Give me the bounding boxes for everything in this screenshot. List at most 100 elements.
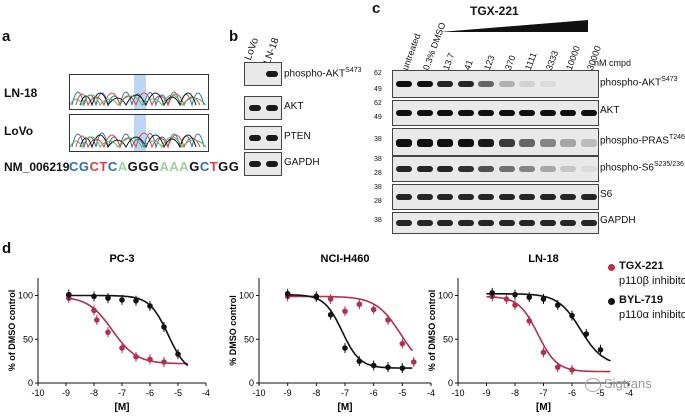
- sequence-base: G: [148, 159, 160, 174]
- sequence-base: A: [179, 159, 190, 174]
- data-point-byl-719: [540, 296, 547, 302]
- data-point-tgx-221: [105, 329, 111, 336]
- sequence-base: T: [209, 159, 219, 174]
- x-axis-label: [M]: [115, 402, 130, 413]
- lane-label-c: 10000: [564, 44, 582, 72]
- y-tick-label: 50: [443, 334, 453, 344]
- data-point-byl-719: [313, 293, 320, 300]
- x-tick-label: -6: [568, 388, 576, 398]
- x-tick-label: -4: [625, 388, 633, 398]
- data-point-byl-719: [569, 312, 575, 319]
- data-point-byl-719: [105, 295, 111, 301]
- data-point-tgx-221: [342, 308, 348, 315]
- blot-band: [478, 194, 494, 200]
- blot-band: [539, 166, 556, 172]
- blot-band: [396, 139, 412, 147]
- sample-label-lovo: LoVo: [4, 124, 34, 138]
- blot-c-label: phospho-S6S235/236: [600, 161, 684, 174]
- blot-c-1: [392, 100, 599, 126]
- data-point-tgx-221: [503, 296, 510, 302]
- blot-band: [498, 194, 515, 200]
- blot-band: [560, 166, 576, 172]
- blot-band: [478, 166, 494, 172]
- legend-desc-byl719: p110α inhibitor: [619, 309, 685, 321]
- blot-band: [519, 220, 535, 226]
- concentration-wedge: [440, 20, 588, 32]
- blot-band: [249, 105, 261, 111]
- y-tick-label: 100: [239, 291, 254, 301]
- y-tick-label: 0: [28, 378, 33, 388]
- data-point-tgx-221: [370, 306, 377, 313]
- lane-label-c: 1111: [523, 51, 539, 72]
- blot-b-label: PTEN: [284, 131, 311, 142]
- blot-b-label: GAPDH: [284, 157, 320, 168]
- blot-band: [539, 110, 556, 116]
- blot-band: [396, 110, 412, 116]
- y-tick-label: 0: [448, 378, 453, 388]
- reference-sequence-id: NM_006219: [4, 160, 70, 174]
- panel-a-letter: a: [2, 28, 11, 45]
- x-tick-label: -6: [370, 388, 378, 398]
- data-point-tgx-221: [540, 349, 547, 356]
- data-point-tgx-221: [147, 356, 153, 363]
- compound-name: TGX-221: [470, 4, 519, 18]
- blot-c-4: [392, 184, 599, 210]
- legend-name-byl719: BYL-719: [619, 294, 664, 306]
- chromatogram-lovo-trace: [69, 115, 207, 151]
- blot-band: [416, 81, 433, 87]
- blot-band: [560, 220, 576, 226]
- data-point-byl-719: [583, 331, 590, 337]
- blot-b-3: [244, 152, 282, 176]
- x-tick-label: -8: [511, 388, 519, 398]
- blot-band: [457, 220, 474, 226]
- fit-curve-byl-719: [66, 294, 189, 367]
- blot-band: [396, 220, 412, 226]
- blot-c-5: [392, 212, 599, 234]
- sample-label-ln18: LN-18: [4, 86, 38, 100]
- mw-marker: 38: [374, 136, 382, 143]
- concentration-unit: nM cmpd: [594, 58, 632, 68]
- blot-c-label-sup: T246: [668, 134, 685, 141]
- blot-b-label: AKT: [284, 101, 304, 112]
- data-point-tgx-221: [133, 353, 139, 360]
- blot-band: [539, 220, 556, 226]
- sequence-base: G: [78, 159, 90, 174]
- blot-band: [519, 110, 535, 116]
- legend-item-tgx221: TGX-221 p110β inhibitor: [608, 260, 685, 294]
- lane-label-c: 370: [502, 53, 518, 72]
- blot-band: [539, 81, 556, 87]
- data-point-tgx-221: [356, 301, 363, 308]
- sequence-base: A: [117, 159, 128, 174]
- blot-band: [580, 220, 597, 226]
- y-tick-label: 0: [249, 378, 254, 388]
- sequence-base: G: [218, 159, 229, 174]
- lane-label-c: 3333: [543, 49, 560, 72]
- blot-c-label-sup: S473: [661, 76, 678, 83]
- x-axis-label: [M]: [338, 402, 353, 413]
- blot-band: [498, 220, 515, 226]
- blot-c-2: [392, 128, 599, 156]
- blot-band: [580, 110, 597, 116]
- blot-c-label: AKT: [600, 105, 620, 116]
- blot-c-label: GAPDH: [600, 215, 636, 226]
- chromatogram-ln18: [69, 74, 209, 110]
- fit-curve-tgx-221: [287, 295, 414, 352]
- blot-c-label-sup: S235/236: [653, 161, 684, 168]
- blot-band: [519, 81, 535, 87]
- panel-b-letter: b: [229, 28, 239, 45]
- data-point-byl-719: [370, 362, 377, 369]
- x-tick-label: -8: [312, 388, 320, 398]
- sequence-base: C: [107, 159, 118, 174]
- blot-band: [437, 166, 453, 172]
- blot-band: [416, 220, 433, 226]
- blot-band: [416, 139, 433, 147]
- chart-title: NCI-H460: [321, 253, 370, 265]
- x-tick-label: -5: [596, 388, 604, 398]
- fit-curve-byl-719: [486, 293, 611, 362]
- blot-b-0: [244, 62, 282, 86]
- sequence-base: T: [99, 159, 108, 174]
- chart-title: PC-3: [109, 253, 134, 265]
- chromatogram-lovo: [69, 114, 209, 152]
- data-point-tgx-221: [411, 359, 417, 365]
- reference-sequence: CGCTCAGGGAAAGCTGG: [69, 159, 239, 174]
